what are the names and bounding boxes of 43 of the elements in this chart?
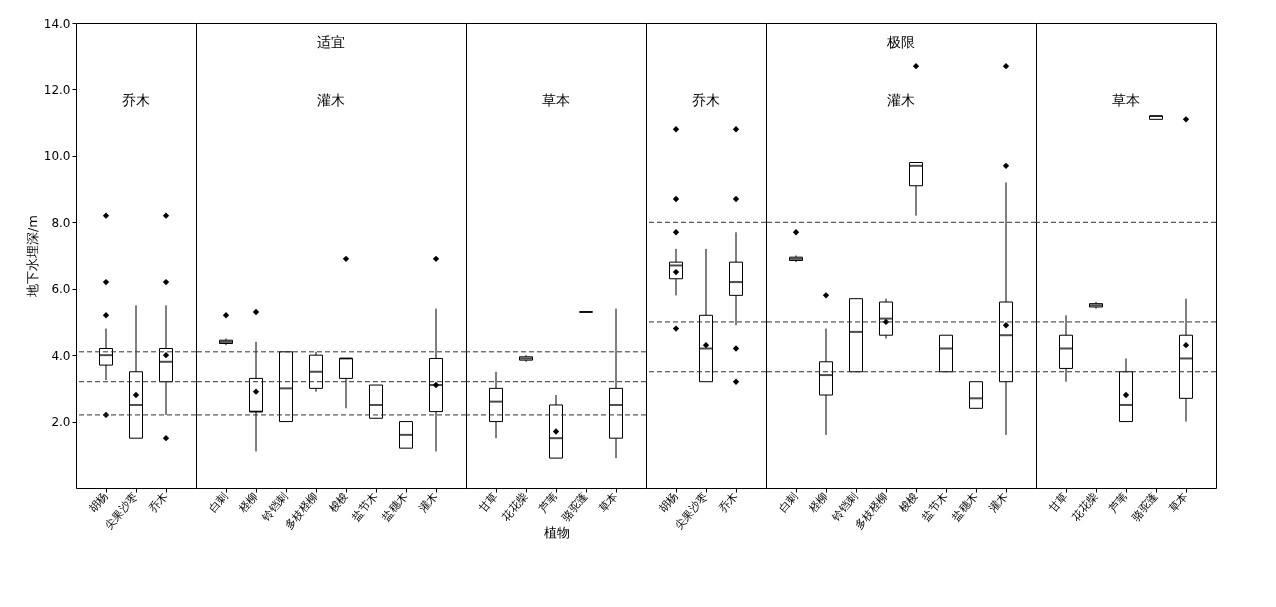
x-tick-label: 骆驼蓬 <box>559 490 591 524</box>
x-tick-label: 甘草 <box>476 490 501 516</box>
x-tick-label: 梭梭 <box>326 490 351 516</box>
x-tick-label: 盐穗木 <box>379 490 411 524</box>
x-tick-label: 灌木 <box>986 490 1011 516</box>
x-tick-label: 芦苇 <box>536 490 561 516</box>
y-tick-label: 12.0 <box>43 82 71 97</box>
annotation: 灌木 <box>887 92 915 108</box>
y-tick-label: 6.0 <box>51 282 71 297</box>
y-tick-label: 4.0 <box>51 348 71 363</box>
x-tick-label: 柽柳 <box>235 490 261 516</box>
annotation: 极限 <box>886 34 915 50</box>
x-axis-title: 植物 <box>543 524 570 540</box>
annotation: 灌木 <box>317 92 345 108</box>
x-tick-label: 乔木 <box>146 490 171 516</box>
x-tick-label: 骆驼蓬 <box>1129 490 1161 524</box>
x-tick-label: 草本 <box>1166 490 1191 516</box>
y-tick-label: 8.0 <box>51 215 71 230</box>
x-tick-label: 盐节木 <box>349 490 381 524</box>
x-tick-label: 胡杨 <box>86 490 111 516</box>
x-tick-label: 白刺 <box>206 490 231 516</box>
x-tick-label: 柽柳 <box>805 490 831 516</box>
x-tick-label: 花花柴 <box>499 490 531 524</box>
x-tick-label: 胡杨 <box>656 490 681 516</box>
y-tick-label: 2.0 <box>51 415 71 430</box>
y-axis-title: 地下水埋深/m <box>24 214 40 299</box>
annotation: 草本 <box>542 92 570 108</box>
x-tick-label: 盐节木 <box>919 490 951 524</box>
x-tick-label: 草本 <box>596 490 621 516</box>
x-tick-label: 灌木 <box>416 490 441 516</box>
annotation: 草本 <box>1112 92 1140 108</box>
annotation: 适宜 <box>317 34 345 50</box>
x-tick-label: 乔木 <box>716 490 741 516</box>
x-tick-label: 盐穗木 <box>949 490 981 524</box>
x-tick-label: 甘草 <box>1046 490 1071 516</box>
x-tick-label: 白刺 <box>776 490 801 516</box>
annotation: 乔木 <box>122 92 150 108</box>
x-tick-label: 梭梭 <box>896 490 921 516</box>
y-tick-label: 14.0 <box>43 16 71 31</box>
x-tick-label: 芦苇 <box>1106 490 1131 516</box>
x-tick-label: 花花柴 <box>1069 490 1101 524</box>
annotation: 乔木 <box>692 92 720 108</box>
y-tick-label: 10.0 <box>43 149 71 164</box>
